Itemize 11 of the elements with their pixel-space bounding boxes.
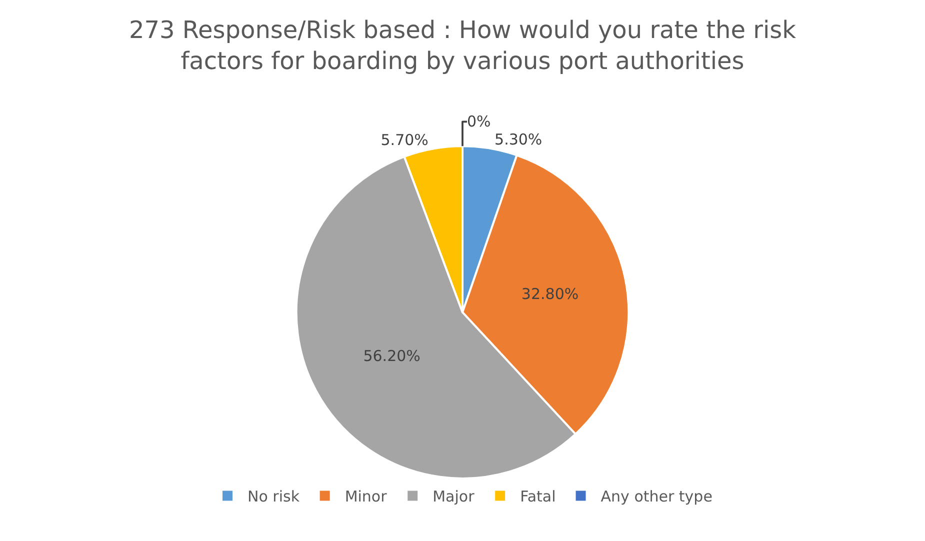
legend-label: Any other type [600, 488, 712, 506]
data-label: 56.20% [363, 346, 420, 365]
data-label: 5.70% [380, 131, 428, 150]
data-label: 32.80% [521, 284, 579, 303]
legend-label: No risk [248, 488, 300, 506]
legend-label: Fatal [520, 488, 556, 506]
legend-label: Major [432, 488, 476, 506]
text: 0% [467, 112, 491, 131]
chart-title: 273 Response/Risk based : How would you rate the risk factors for boarding by various port authorities [128, 16, 796, 76]
legend-label: Minor [344, 488, 388, 506]
data-label: 5.30% [494, 130, 542, 149]
